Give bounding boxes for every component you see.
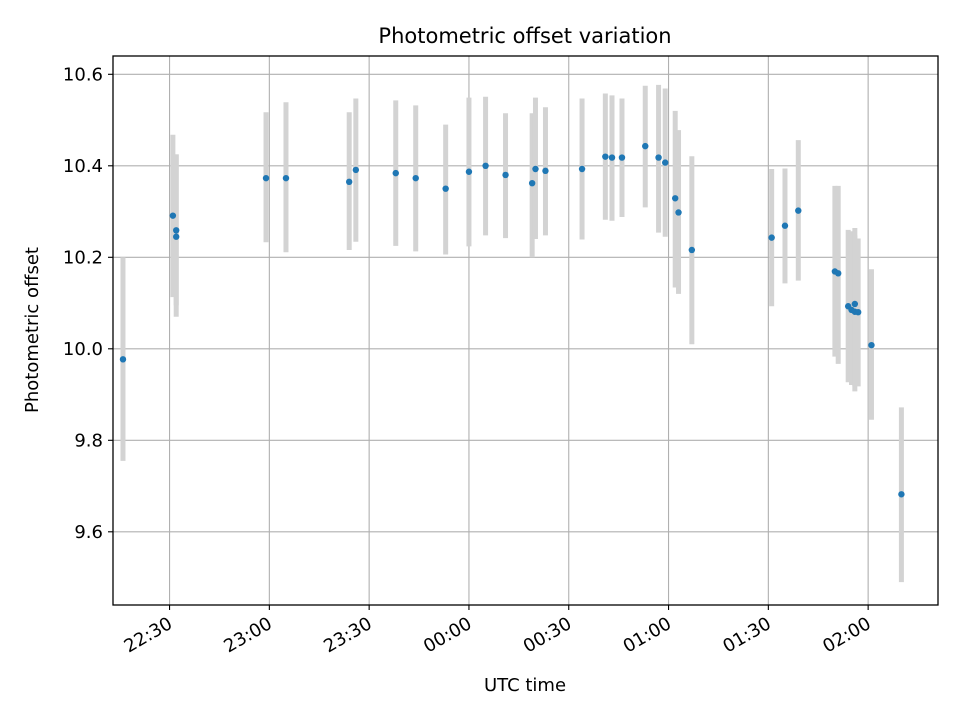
data-point bbox=[655, 154, 662, 161]
y-tick-label: 9.8 bbox=[74, 430, 103, 451]
data-point bbox=[854, 309, 862, 316]
data-point bbox=[781, 222, 789, 229]
data-point bbox=[578, 165, 586, 173]
data-point bbox=[851, 300, 859, 308]
y-tick-label: 10.4 bbox=[63, 156, 103, 177]
data-point bbox=[169, 212, 177, 219]
data-point bbox=[768, 234, 775, 241]
data-point bbox=[868, 341, 875, 349]
data-point bbox=[618, 154, 626, 161]
data-point bbox=[532, 165, 539, 173]
y-tick-label: 10.6 bbox=[63, 64, 103, 85]
data-point bbox=[898, 491, 905, 498]
data-point bbox=[392, 169, 399, 177]
data-point bbox=[352, 166, 360, 174]
data-point bbox=[262, 174, 270, 182]
data-point bbox=[173, 227, 180, 234]
data-point bbox=[465, 168, 473, 175]
data-point bbox=[345, 178, 353, 186]
data-point bbox=[528, 179, 536, 187]
data-point bbox=[542, 167, 549, 175]
data-points bbox=[119, 142, 905, 498]
data-point bbox=[671, 195, 679, 202]
data-point bbox=[119, 356, 127, 363]
data-point bbox=[688, 246, 696, 254]
y-tick-label: 9.6 bbox=[74, 522, 103, 543]
y-tick-label: 10.0 bbox=[63, 339, 103, 360]
y-axis-label: Photometric offset bbox=[22, 247, 43, 413]
data-point bbox=[412, 174, 419, 182]
x-axis-label: UTC time bbox=[484, 675, 566, 696]
y-tick-label: 10.2 bbox=[63, 247, 103, 268]
data-point bbox=[642, 142, 649, 150]
data-point bbox=[662, 159, 669, 166]
chart-title: Photometric offset variation bbox=[378, 24, 671, 48]
plot-frame bbox=[112, 55, 939, 606]
data-point bbox=[602, 153, 609, 160]
data-point bbox=[442, 185, 449, 192]
data-point bbox=[675, 209, 682, 216]
data-point bbox=[608, 154, 616, 161]
data-point bbox=[835, 270, 842, 277]
grid bbox=[113, 56, 938, 605]
data-point bbox=[502, 171, 509, 179]
data-point bbox=[282, 174, 290, 182]
data-point bbox=[482, 162, 489, 169]
data-point bbox=[173, 233, 180, 240]
data-point bbox=[795, 207, 802, 214]
y-axis-ticks: 9.6 9.8 10.0 10.2 10.4 10.6 bbox=[63, 64, 113, 543]
